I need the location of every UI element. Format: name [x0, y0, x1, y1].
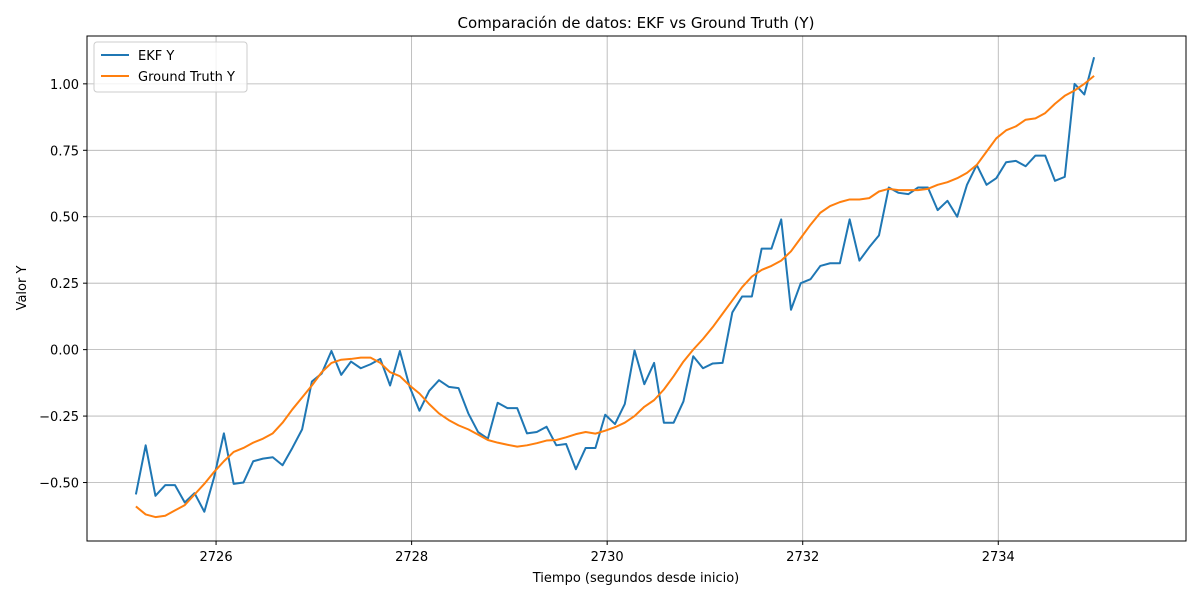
x-axis-label: Tiempo (segundos desde inicio) [532, 571, 740, 586]
x-axis-ticks: 2726 2728 2730 2732 2734 [200, 541, 1015, 565]
y-tick-label: 0.75 [50, 144, 79, 159]
chart-title: Comparación de datos: EKF vs Ground Trut… [458, 14, 815, 32]
plot-lines [134, 57, 1096, 519]
x-tick-label: 2732 [786, 550, 819, 565]
legend-box [93, 41, 248, 93]
x-tick-label: 2730 [591, 550, 624, 565]
y-axis-ticks: −0.50 −0.25 0.00 0.25 0.50 0.75 1.00 [39, 78, 87, 492]
y-tick-label: 0.50 [50, 211, 79, 226]
ground-truth-y-line [135, 75, 1095, 519]
legend-label-ekf: EKF Y [138, 49, 174, 64]
y-tick-label: 0.25 [50, 277, 79, 292]
grid [87, 36, 1186, 541]
y-axis-label: Valor Y [15, 266, 30, 311]
y-tick-label: 1.00 [50, 78, 79, 93]
y-tick-label: −0.50 [39, 477, 79, 492]
legend-label-ground-truth: Ground Truth Y [138, 70, 235, 85]
y-tick-label: 0.00 [50, 344, 79, 359]
ekf-y-line [134, 57, 1096, 513]
legend: EKF Y Ground Truth Y [93, 41, 248, 93]
plot-frame [86, 35, 1187, 542]
y-tick-label: −0.25 [39, 410, 79, 425]
x-tick-label: 2734 [982, 550, 1015, 565]
x-tick-label: 2726 [200, 550, 233, 565]
x-tick-label: 2728 [395, 550, 428, 565]
